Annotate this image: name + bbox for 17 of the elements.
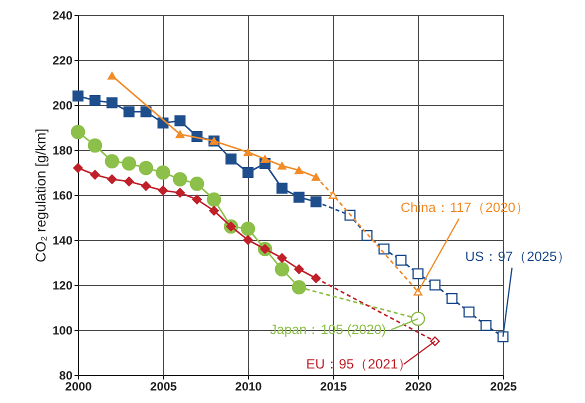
y-tick-label: 100 xyxy=(52,324,73,338)
y-tick-label: 200 xyxy=(52,98,73,112)
x-tick-label: 2025 xyxy=(490,380,518,394)
y-tick-label: 120 xyxy=(52,278,73,292)
y-tick-label: 160 xyxy=(52,188,73,202)
y-tick-label: 220 xyxy=(52,54,73,68)
y-tick-label: 240 xyxy=(52,8,73,22)
y-axis-title: CO₂ regulation [g/km] xyxy=(32,128,48,262)
annotation: EU：95（2021） xyxy=(306,356,412,372)
x-tick-label: 2005 xyxy=(150,380,178,394)
x-tick-label: 2015 xyxy=(320,380,348,394)
x-tick-label: 2010 xyxy=(235,380,262,394)
x-tick-label: 2000 xyxy=(65,380,92,394)
y-tick-label: 80 xyxy=(59,368,73,382)
x-tick-label: 2020 xyxy=(405,380,432,394)
y-tick-label: 140 xyxy=(52,234,73,248)
y-tick-label: 180 xyxy=(52,144,73,158)
